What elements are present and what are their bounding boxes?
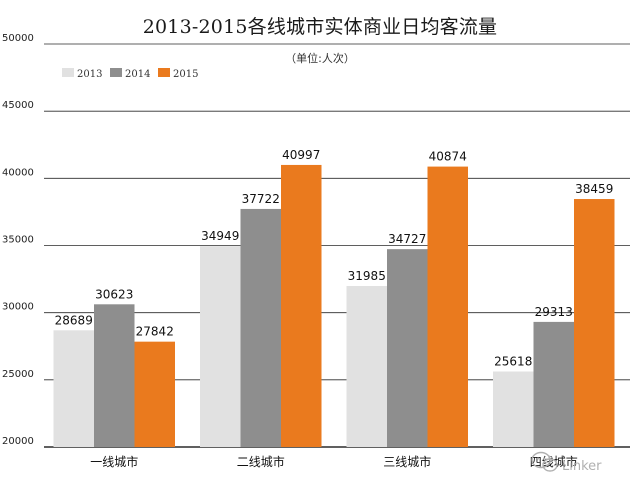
bar [134, 341, 175, 447]
y-tick-label: 30000 [2, 302, 34, 313]
data-label: 28689 [55, 313, 93, 327]
data-label: 34949 [201, 229, 239, 243]
bar [574, 199, 615, 447]
bar [427, 166, 468, 448]
legend-label: 2014 [125, 69, 150, 80]
x-axis: 一线城市 二线城市 三线城市 四线城市 [90, 454, 578, 469]
data-label: 29313 [535, 305, 573, 319]
data-label: 38459 [575, 182, 613, 196]
bar [200, 246, 241, 447]
watermark-text: Linker [562, 459, 602, 474]
bar [346, 286, 387, 447]
y-tick-label: 50000 [2, 33, 34, 44]
legend-swatch [158, 68, 170, 77]
data-label: 31985 [348, 269, 386, 283]
bar [53, 330, 94, 447]
y-tick-label: 20000 [2, 436, 34, 447]
wechat-icon [531, 451, 558, 472]
y-tick-label: 35000 [2, 235, 34, 246]
x-tick-label: 三线城市 [383, 454, 431, 469]
bar [240, 208, 281, 447]
legend-swatch [62, 68, 74, 77]
x-tick-label: 四线城市 [530, 454, 578, 469]
y-tick-label: 45000 [2, 100, 34, 111]
chart-unit-note: （单位:人次） [285, 52, 355, 65]
y-tick-label: 40000 [2, 167, 34, 178]
data-label: 40997 [282, 148, 320, 162]
bars-layer [53, 164, 615, 448]
data-label: 40874 [429, 150, 467, 164]
data-label: 30623 [95, 287, 133, 301]
legend: 2013 2014 2015 [62, 68, 198, 80]
y-tick-label: 25000 [2, 369, 34, 380]
bar [533, 321, 574, 447]
bar [281, 164, 322, 447]
x-tick-label: 一线城市 [90, 454, 138, 469]
data-label: 37722 [242, 192, 280, 206]
bar [387, 249, 428, 447]
bar [493, 371, 534, 447]
data-label: 25618 [494, 355, 532, 369]
data-label: 34727 [388, 232, 426, 246]
watermark: Linker [531, 451, 602, 474]
data-label: 27842 [136, 325, 174, 339]
bar [94, 304, 135, 447]
legend-label: 2015 [173, 69, 198, 80]
chart-title: 2013-2015各线城市实体商业日均客流量 [142, 16, 498, 38]
legend-swatch [110, 68, 122, 77]
x-tick-label: 二线城市 [237, 454, 285, 469]
legend-label: 2013 [77, 69, 102, 80]
